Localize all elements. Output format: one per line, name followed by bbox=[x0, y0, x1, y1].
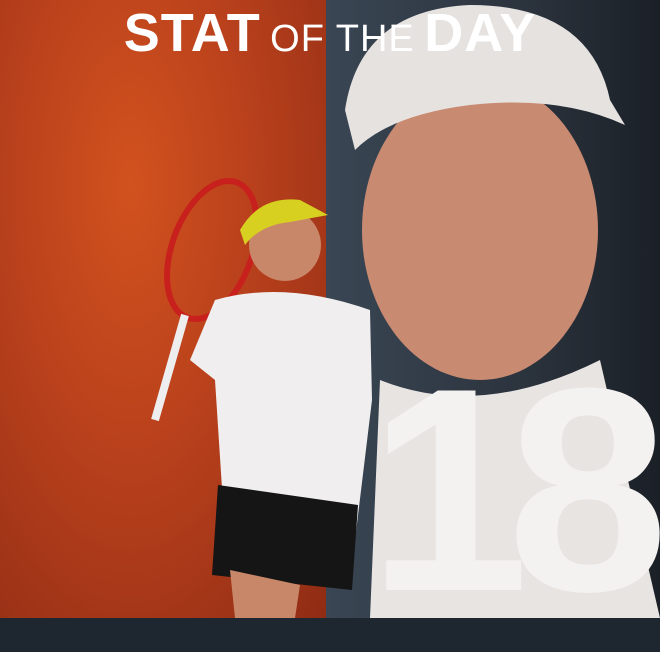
stat-number: 18 bbox=[368, 328, 660, 652]
title: STAT OF THE DAY bbox=[0, 2, 660, 64]
closeup-face bbox=[362, 80, 598, 380]
title-day: DAY bbox=[424, 3, 537, 63]
player-shorts bbox=[212, 485, 358, 590]
player-artwork bbox=[151, 5, 660, 618]
player-shirt bbox=[190, 292, 372, 540]
player-leg bbox=[230, 570, 300, 618]
title-of-the: OF THE bbox=[270, 18, 415, 60]
player-cap bbox=[240, 199, 328, 245]
closeup-cap bbox=[345, 5, 625, 150]
racket-handle bbox=[151, 313, 189, 422]
closeup-shirt bbox=[370, 360, 660, 618]
title-stat: STAT bbox=[123, 3, 261, 63]
